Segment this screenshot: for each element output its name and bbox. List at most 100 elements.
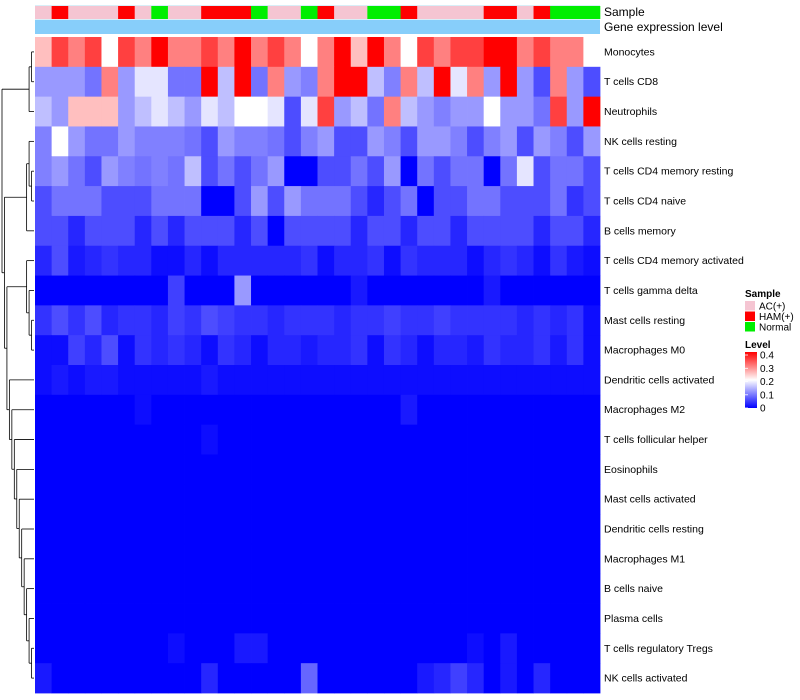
heatmap-cell	[167, 245, 185, 276]
heatmap-cell	[566, 66, 584, 98]
heatmap-cell	[234, 603, 252, 634]
heatmap-cell	[201, 633, 219, 664]
legend-sample-title: Sample	[745, 289, 781, 300]
heatmap-cell	[483, 37, 501, 68]
heatmap-cell	[450, 514, 468, 545]
heatmap-cell	[118, 484, 136, 515]
sample-annotation-cell	[583, 6, 601, 19]
heatmap-cell	[367, 484, 385, 515]
heatmap-cell	[234, 186, 252, 217]
heatmap-cell	[251, 633, 269, 664]
heatmap-cell	[300, 633, 318, 664]
heatmap-cell	[101, 245, 119, 276]
sample-annotation-cell	[350, 6, 368, 19]
heatmap-cell	[317, 603, 335, 634]
heatmap-cell	[300, 156, 318, 187]
heatmap-cell	[234, 275, 252, 306]
heatmap-cell	[483, 186, 501, 217]
heatmap-cell	[400, 633, 418, 664]
heatmap-cell	[450, 335, 468, 366]
heatmap-cell	[467, 573, 485, 604]
heatmap-cell	[134, 514, 152, 545]
heatmap-cell	[84, 275, 102, 306]
heatmap-cell	[101, 186, 119, 217]
heatmap-cell	[367, 245, 385, 276]
heatmap-cell	[35, 484, 53, 515]
heatmap-cell	[583, 663, 601, 694]
heatmap-cell	[317, 186, 335, 217]
heatmap-cell	[134, 215, 152, 247]
legend-sample-groups: AC(+)HAM(+)Normal	[745, 301, 794, 334]
heatmap-cell	[300, 514, 318, 545]
heatmap-cell	[383, 514, 401, 545]
row-label: Eosinophils	[604, 464, 658, 476]
heatmap-cell	[234, 543, 252, 575]
heatmap-cell	[500, 573, 518, 604]
heatmap-cell	[101, 305, 119, 336]
heatmap-cell	[583, 215, 601, 247]
heatmap-cell	[583, 394, 601, 426]
heatmap-cell	[167, 335, 185, 366]
heatmap-cell	[267, 543, 285, 575]
heatmap-cell	[400, 335, 418, 366]
heatmap-cell	[151, 156, 169, 187]
heatmap-cell	[483, 603, 501, 634]
legend-group-label: AC(+)	[759, 302, 785, 313]
heatmap-cell	[417, 424, 435, 455]
heatmap-cell	[68, 37, 86, 68]
sample-annotation-cell	[167, 6, 185, 19]
heatmap-cell	[251, 365, 269, 396]
heatmap-cell	[334, 603, 352, 634]
heatmap-cell	[217, 37, 235, 68]
heatmap-cell	[516, 484, 534, 515]
heatmap-cell	[101, 663, 119, 694]
row-label: NK cells activated	[604, 673, 688, 685]
heatmap-cell	[251, 245, 269, 276]
heatmap-cell	[467, 335, 485, 366]
heatmap-cell	[367, 275, 385, 306]
heatmap-cell	[317, 37, 335, 68]
heatmap-cell	[35, 305, 53, 336]
heatmap-cell	[184, 543, 202, 575]
heatmap-cell	[35, 603, 53, 634]
heatmap-cell	[317, 394, 335, 426]
heatmap-cell	[550, 215, 568, 247]
heatmap-cell	[51, 514, 69, 545]
heatmap-cell	[483, 543, 501, 575]
heatmap-cell	[500, 335, 518, 366]
heatmap-cell	[433, 215, 451, 247]
heatmap-cell	[300, 186, 318, 217]
heatmap-cell	[217, 603, 235, 634]
sample-annotation-cell	[550, 6, 568, 19]
heatmap-cell	[101, 573, 119, 604]
heatmap-cell	[383, 424, 401, 455]
heatmap-cell	[533, 573, 551, 604]
heatmap-cell	[101, 66, 119, 98]
heatmap-cell	[367, 156, 385, 187]
heatmap-cell	[217, 96, 235, 127]
heatmap-cell	[550, 663, 568, 694]
heatmap-cell	[300, 663, 318, 694]
heatmap-cell	[400, 514, 418, 545]
heatmap-cell	[134, 365, 152, 396]
heatmap-cell	[417, 96, 435, 127]
heatmap-cell	[317, 365, 335, 396]
heatmap-cell	[284, 66, 302, 98]
heatmap-cell	[550, 37, 568, 68]
heatmap-cell	[533, 663, 551, 694]
heatmap-cell	[566, 186, 584, 217]
heatmap-cell	[450, 603, 468, 634]
heatmap-cell	[118, 126, 136, 157]
heatmap-cell	[467, 365, 485, 396]
heatmap-cell	[334, 305, 352, 336]
heatmap-cell	[101, 335, 119, 366]
level-ticks: 0.4 0.3 0.2 0.1 0	[745, 351, 774, 415]
heatmap-cell	[217, 543, 235, 575]
sample-annotation-cell	[334, 6, 352, 19]
heatmap-cell	[550, 484, 568, 515]
heatmap-cell	[68, 454, 86, 485]
heatmap-cell	[184, 156, 202, 187]
heatmap-cell	[400, 66, 418, 98]
heatmap-cell	[201, 275, 219, 306]
heatmap-cell	[284, 543, 302, 575]
